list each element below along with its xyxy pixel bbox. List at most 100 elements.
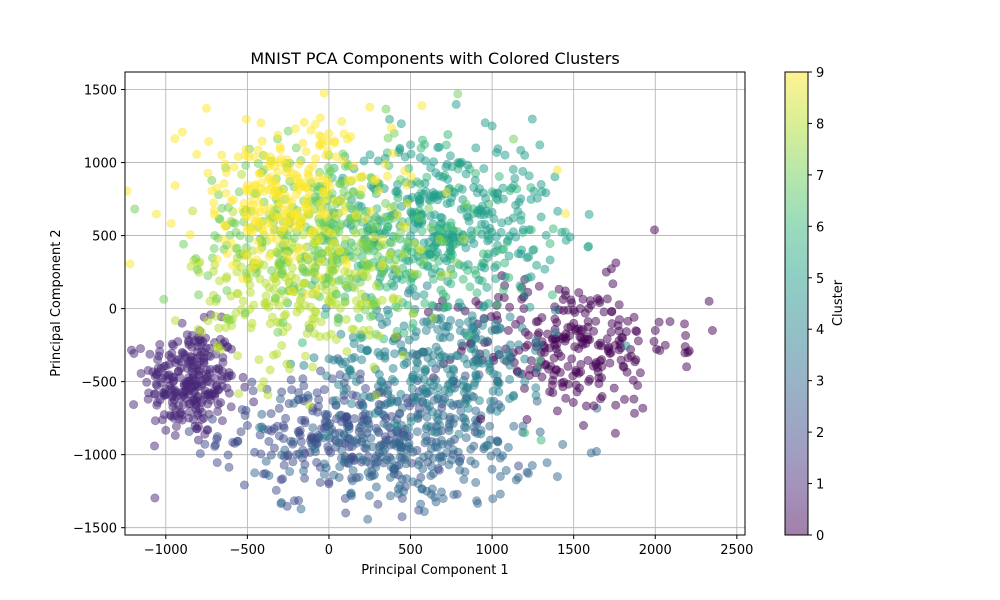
scatter-point <box>253 159 263 169</box>
scatter-point <box>145 349 155 359</box>
scatter-point <box>321 150 331 160</box>
scatter-point <box>393 303 403 313</box>
scatter-point <box>489 369 499 379</box>
scatter-point <box>211 364 221 374</box>
scatter-point <box>474 396 484 406</box>
scatter-point <box>433 143 443 153</box>
scatter-point <box>266 265 276 275</box>
scatter-point <box>212 254 222 264</box>
scatter-point <box>179 380 189 390</box>
scatter-point <box>249 397 259 407</box>
scatter-point <box>463 160 473 170</box>
scatter-point <box>438 333 448 343</box>
scatter-point <box>516 194 526 204</box>
scatter-point <box>228 218 238 228</box>
scatter-point <box>614 300 624 310</box>
scatter-point <box>377 295 387 305</box>
scatter-point <box>331 152 341 162</box>
scatter-point <box>458 381 468 391</box>
scatter-point <box>265 365 275 375</box>
scatter-point <box>437 452 447 462</box>
scatter-point <box>233 351 243 361</box>
scatter-point <box>373 499 383 509</box>
x-tick-label: 1000 <box>476 543 509 558</box>
scatter-point <box>461 199 471 209</box>
scatter-point <box>523 340 533 350</box>
scatter-point <box>536 180 546 190</box>
scatter-point <box>593 340 603 350</box>
scatter-point <box>635 368 645 378</box>
scatter-point <box>471 477 481 487</box>
scatter-point <box>421 431 431 441</box>
scatter-point <box>464 330 474 340</box>
scatter-point <box>357 227 367 237</box>
scatter-point <box>430 427 440 437</box>
scatter-point <box>491 274 501 284</box>
scatter-point <box>252 190 262 200</box>
scatter-point <box>315 235 325 245</box>
scatter-point <box>503 325 513 335</box>
scatter-point <box>595 298 605 308</box>
scatter-point <box>261 456 271 466</box>
scatter-point <box>367 466 377 476</box>
scatter-point <box>459 474 469 484</box>
scatter-point <box>453 158 463 168</box>
scatter-point <box>541 230 551 240</box>
scatter-point <box>461 169 471 179</box>
scatter-point <box>340 296 350 306</box>
scatter-point <box>380 212 390 222</box>
scatter-point <box>270 273 280 283</box>
scatter-point <box>630 357 640 367</box>
scatter-point <box>585 335 595 345</box>
scatter-point <box>487 121 497 131</box>
scatter-point <box>384 114 394 124</box>
scatter-point <box>247 318 257 328</box>
scatter-point <box>324 479 334 489</box>
scatter-point <box>308 423 318 433</box>
scatter-point <box>403 441 413 451</box>
scatter-point <box>535 427 545 437</box>
scatter-point <box>556 351 566 361</box>
scatter-point <box>472 496 482 506</box>
chart-title: MNIST PCA Components with Colored Cluste… <box>250 49 619 68</box>
scatter-point <box>376 400 386 410</box>
scatter-point <box>382 171 392 181</box>
scatter-point <box>374 369 384 379</box>
scatter-point <box>446 384 456 394</box>
scatter-point <box>654 317 664 327</box>
scatter-point <box>408 349 418 359</box>
scatter-point <box>220 159 230 169</box>
scatter-point <box>442 256 452 266</box>
scatter-point <box>385 491 395 501</box>
scatter-point <box>405 377 415 387</box>
scatter-point <box>191 404 201 414</box>
scatter-point <box>493 299 503 309</box>
scatter-point <box>315 477 325 487</box>
scatter-point <box>238 372 248 382</box>
scatter-point <box>254 355 264 365</box>
scatter-point <box>567 354 577 364</box>
scatter-point <box>253 236 263 246</box>
scatter-point <box>476 414 486 424</box>
scatter-point <box>499 355 509 365</box>
scatter-points <box>125 88 717 524</box>
scatter-point <box>237 169 247 179</box>
scatter-point <box>419 317 429 327</box>
scatter-point <box>486 396 496 406</box>
scatter-point <box>473 358 483 368</box>
scatter-point <box>430 442 440 452</box>
scatter-point <box>323 442 333 452</box>
scatter-point <box>403 300 413 310</box>
scatter-point <box>324 128 334 138</box>
scatter-point <box>203 399 213 409</box>
scatter-point <box>150 441 160 451</box>
scatter-point <box>358 325 368 335</box>
scatter-point <box>211 311 221 321</box>
scatter-point <box>563 361 573 371</box>
scatter-point <box>303 390 313 400</box>
scatter-point <box>455 465 465 475</box>
scatter-point <box>487 325 497 335</box>
scatter-point <box>280 238 290 248</box>
scatter-point <box>291 273 301 283</box>
scatter-point <box>452 258 462 268</box>
